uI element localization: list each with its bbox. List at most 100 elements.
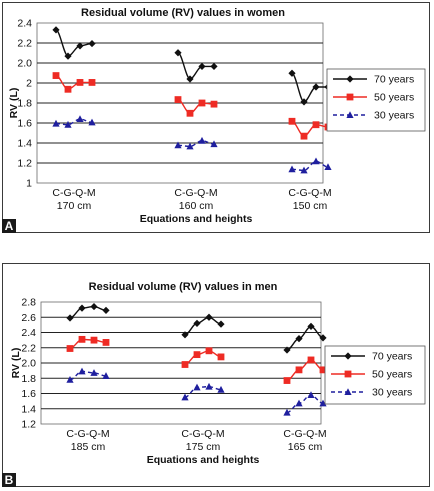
data-point (181, 393, 189, 401)
series-line (184, 385, 222, 399)
y-tick-label: 2.0 (21, 358, 36, 370)
y-tick-label: 2 (26, 78, 32, 90)
y-tick-label: 2.2 (17, 38, 32, 50)
legend-marker (344, 370, 352, 378)
data-point (319, 399, 327, 407)
data-point (193, 383, 201, 391)
data-point (186, 142, 194, 150)
y-axis-label: RV (L) (8, 88, 20, 119)
group-label: C-G-Q-M (66, 428, 109, 440)
chart-panel-a: 1 1.2 1.4 1.6 1.8 2 2.0 2.2 2.4 Residual volume (… (2, 2, 430, 233)
data-point (288, 69, 296, 77)
group-label: C-G-Q-M (181, 428, 224, 440)
data-point (181, 361, 189, 368)
data-point (198, 99, 206, 107)
panel-label-a: A (2, 219, 16, 233)
data-point (312, 83, 320, 91)
data-point (295, 399, 303, 407)
legend-label: 30 years (372, 387, 412, 399)
data-point (300, 132, 308, 140)
panel-label-b: B (2, 473, 16, 487)
data-point (64, 85, 72, 93)
series-line (177, 140, 215, 148)
series-line (177, 52, 214, 80)
data-point (90, 369, 98, 376)
data-point (88, 118, 96, 126)
y-tick-label: 1 (26, 178, 32, 190)
series-line (291, 120, 329, 137)
y-tick-label: 1.2 (17, 158, 32, 170)
group-label: C-G-Q-M (174, 187, 217, 199)
y-tick-label: 1.6 (21, 388, 36, 400)
data-point (307, 356, 315, 364)
data-point (52, 119, 60, 127)
x-axis-label: Equations and heights (147, 454, 260, 466)
legend-label: 30 years (374, 110, 414, 122)
data-point (76, 42, 84, 50)
data-point (52, 26, 60, 34)
data-point (283, 377, 291, 384)
legend-marker (344, 352, 352, 360)
data-point (76, 115, 84, 122)
chart-b-svg: 1.2 1.4 1.6 1.8 2.0 2.2 2.4 2.6 2.8 Residual volu… (10, 281, 426, 466)
legend-label: 70 years (372, 351, 412, 363)
data-point (174, 141, 182, 149)
data-point (210, 140, 218, 148)
y-tick-label: 1.8 (17, 98, 32, 110)
y-tick-label: 2.2 (21, 342, 36, 354)
y-tick-label: 2.0 (17, 58, 32, 70)
series-line (55, 74, 92, 90)
data-point (307, 391, 315, 399)
data-point (217, 385, 225, 393)
data-point (312, 157, 320, 165)
series-line (55, 118, 93, 126)
y-tick-label: 1.8 (21, 373, 36, 385)
data-point (324, 163, 332, 170)
data-point (205, 347, 213, 355)
legend-label: 50 years (374, 92, 414, 104)
legend-label: 70 years (374, 74, 414, 86)
chart-title: Residual volume (RV) values in women (81, 7, 285, 19)
data-point (198, 136, 206, 144)
group-height-label: 185 cm (71, 441, 106, 453)
data-point (288, 117, 296, 125)
data-point (90, 336, 98, 344)
series-line (184, 350, 222, 366)
data-point (205, 382, 213, 390)
legend-marker (344, 388, 352, 395)
group-label: C-G-Q-M (52, 187, 95, 199)
legend-label: 50 years (372, 369, 412, 381)
group-label: C-G-Q-M (288, 187, 331, 199)
data-point (102, 372, 110, 379)
y-tick-label: 2.4 (17, 18, 32, 30)
chart-title: Residual volume (RV) values in men (89, 281, 278, 293)
data-point (300, 98, 308, 106)
data-point (88, 39, 96, 48)
data-point (186, 75, 194, 83)
y-tick-label: 1.2 (21, 419, 36, 431)
group-height-label: 160 cm (179, 200, 214, 212)
chart-a-svg: 1 1.2 1.4 1.6 1.8 2 2.0 2.2 2.4 Residual volume (… (8, 7, 426, 225)
data-point (193, 351, 201, 359)
legend-marker (346, 75, 354, 83)
data-point (210, 100, 218, 108)
data-point (66, 375, 74, 383)
data-point (186, 109, 194, 117)
series-line (184, 316, 222, 336)
data-point (76, 79, 84, 86)
data-point (210, 62, 218, 71)
data-point (319, 366, 327, 374)
legend-marker (346, 111, 354, 118)
series-line (69, 338, 107, 350)
data-point (288, 165, 296, 173)
x-axis-label: Equations and heights (140, 213, 253, 225)
group-height-label: 170 cm (57, 200, 92, 212)
data-point (198, 62, 206, 71)
data-point (174, 49, 182, 57)
series-line (69, 305, 107, 319)
data-point (78, 335, 86, 343)
y-axis-label: RV (L) (10, 348, 22, 379)
y-tick-label: 1.4 (21, 403, 36, 415)
data-point (88, 79, 96, 86)
group-label: C-G-Q-M (283, 428, 326, 440)
